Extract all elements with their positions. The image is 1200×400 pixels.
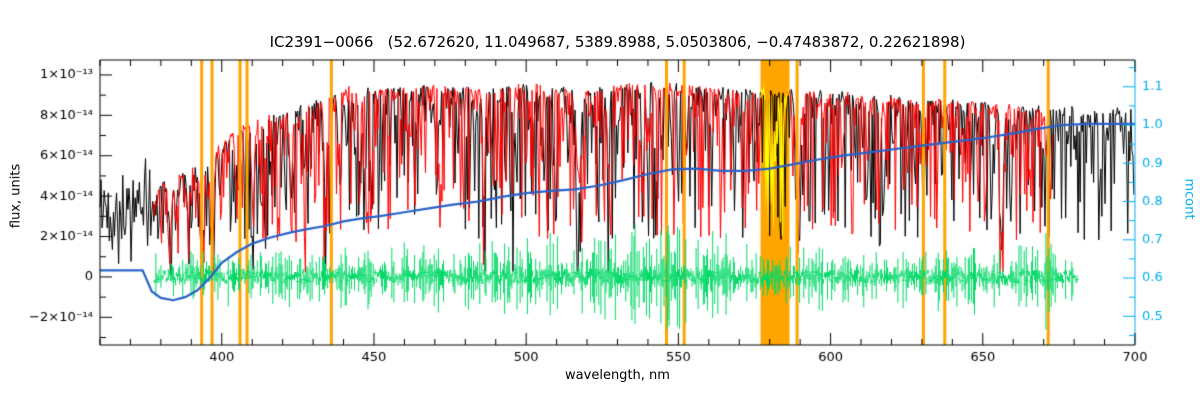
- y-axis-label-left: flux, units: [8, 163, 24, 229]
- y-axis-label-right: mcont: [1181, 178, 1197, 220]
- x-axis-label: wavelength, nm: [565, 368, 670, 383]
- plot-title: IC2391−0066 (52.672620, 11.049687, 5389.…: [269, 33, 966, 51]
